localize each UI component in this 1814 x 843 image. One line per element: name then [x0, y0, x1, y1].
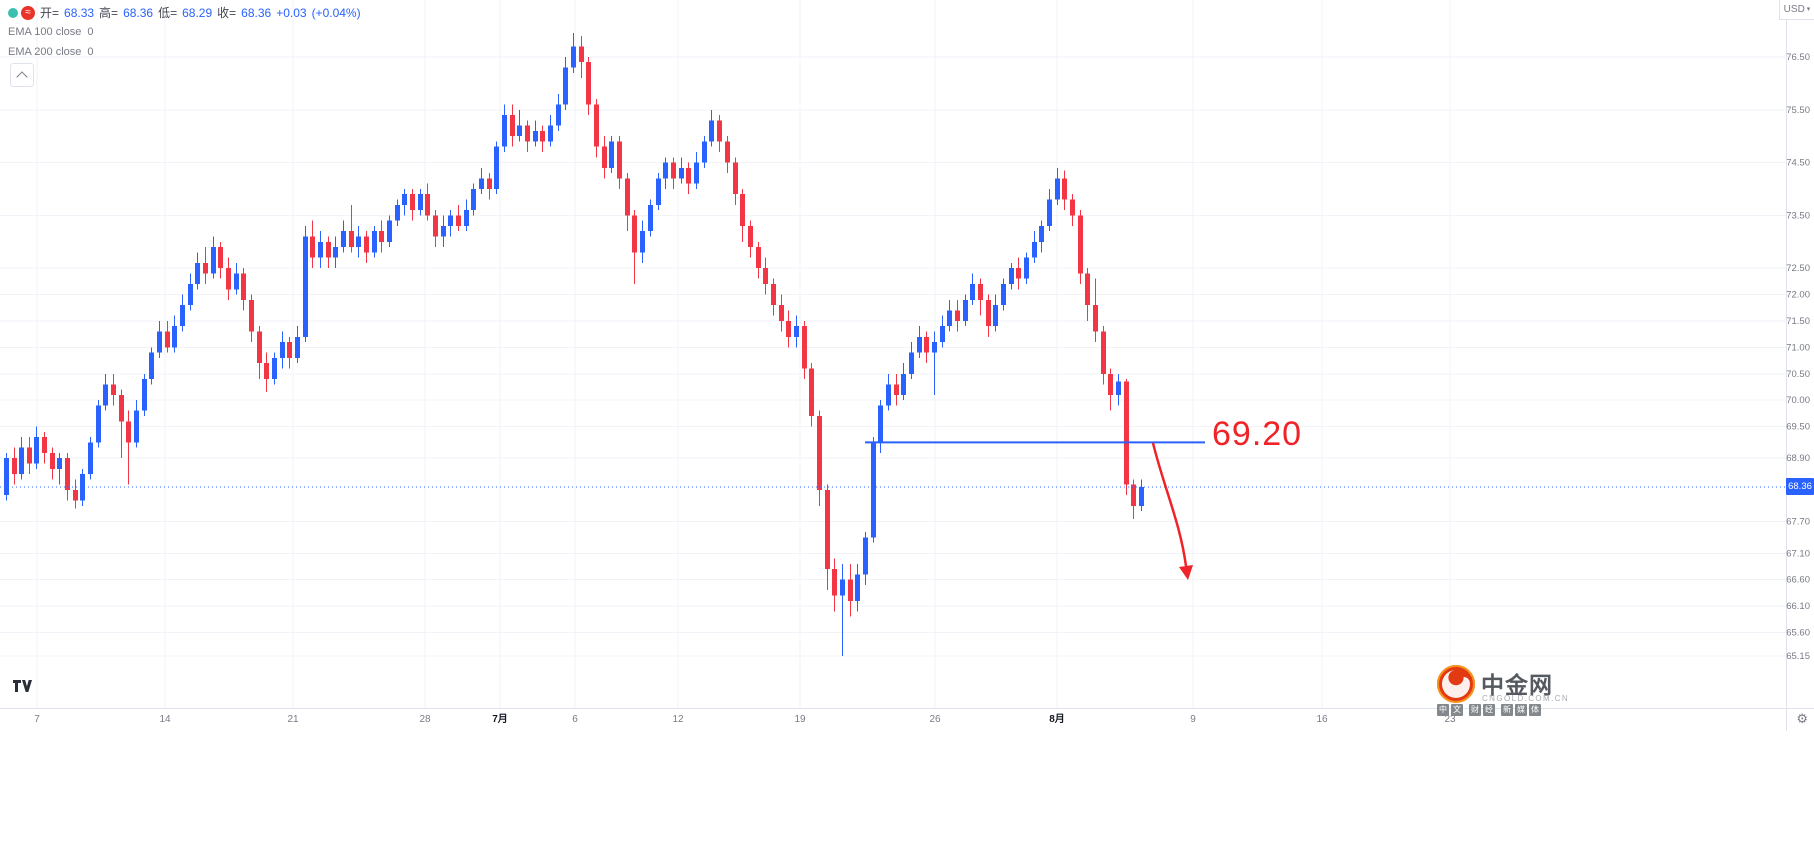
- indicator-name: EMA 200 close: [8, 46, 82, 58]
- low-value: 68.29: [182, 5, 213, 20]
- site-name: 中金网: [1481, 672, 1553, 698]
- svg-text:67.10: 67.10: [1786, 548, 1810, 559]
- low-label: 低=: [158, 6, 178, 20]
- ohlc-values: 开= 68.33 高= 68.36 低= 68.29 收= 68.36 +0.03 (+…: [40, 4, 361, 21]
- svg-text:12: 12: [672, 714, 684, 725]
- svg-text:66.60: 66.60: [1786, 575, 1810, 586]
- svg-text:71.50: 71.50: [1786, 316, 1810, 327]
- svg-text:65.15: 65.15: [1786, 651, 1810, 662]
- svg-text:21: 21: [287, 714, 299, 725]
- svg-text:72.00: 72.00: [1786, 290, 1810, 301]
- svg-text:70.00: 70.00: [1786, 395, 1810, 406]
- svg-text:72.50: 72.50: [1786, 263, 1810, 274]
- chart-grid: [0, 0, 1786, 708]
- settings-gear-icon[interactable]: ⚙: [1796, 711, 1808, 726]
- tagline-char: 经: [1483, 704, 1495, 716]
- tagline-char: 媒: [1515, 704, 1527, 716]
- collapse-legend-button[interactable]: [10, 63, 34, 87]
- currency-selector[interactable]: USD ▾: [1779, 0, 1814, 20]
- indicator-value: 0: [87, 26, 94, 38]
- close-label: 收=: [217, 6, 237, 20]
- site-url: CNGOLD.COM.CN: [1482, 694, 1570, 703]
- svg-text:71.00: 71.00: [1786, 342, 1810, 353]
- svg-text:69.50: 69.50: [1786, 422, 1810, 433]
- open-label: 开=: [40, 6, 60, 20]
- svg-text:7: 7: [34, 714, 40, 725]
- svg-text:14: 14: [159, 714, 171, 725]
- trend-arrow-head: [1179, 565, 1193, 580]
- svg-text:66.10: 66.10: [1786, 601, 1810, 612]
- trend-arrow[interactable]: [1151, 442, 1188, 567]
- tagline-char: 体: [1529, 704, 1541, 716]
- tagline-char: 文: [1451, 704, 1463, 716]
- tagline-char: 财: [1469, 704, 1481, 716]
- time-axis[interactable]: 7 14 21 28 7月 6 12 19 26 8月 9 16 23: [34, 713, 1456, 725]
- svg-text:74.50: 74.50: [1786, 158, 1810, 169]
- svg-text:76.50: 76.50: [1786, 52, 1810, 63]
- currency-label: USD: [1783, 4, 1805, 15]
- svg-text:73.50: 73.50: [1786, 210, 1810, 221]
- svg-text:26: 26: [929, 714, 941, 725]
- indicator-legend-ema200[interactable]: EMA 200 close 0: [8, 46, 94, 58]
- svg-text:28: 28: [419, 714, 431, 725]
- annotation-price-label[interactable]: 69.20: [1212, 415, 1303, 453]
- current-price-tag: 68.36: [1786, 478, 1814, 496]
- price-axis[interactable]: 76.50 75.50 74.50 73.50 72.50 72.00 71.50 71.00…: [1786, 52, 1810, 662]
- change-percent: (+0.04%): [311, 5, 361, 20]
- svg-text:23: 23: [1444, 714, 1456, 725]
- chevron-up-icon: [16, 71, 28, 83]
- tradingview-logo[interactable]: [12, 678, 32, 699]
- annotation-drawings[interactable]: [865, 441, 1205, 580]
- svg-text:7月: 7月: [492, 713, 508, 725]
- cngold-logo-icon: [1437, 665, 1475, 703]
- indicator-value: 0: [87, 46, 94, 58]
- close-value: 68.36: [241, 5, 272, 20]
- svg-text:16: 16: [1316, 714, 1328, 725]
- indicator-legend-ema100[interactable]: EMA 100 close 0: [8, 26, 94, 38]
- svg-text:9: 9: [1190, 714, 1196, 725]
- svg-text:65.60: 65.60: [1786, 627, 1810, 638]
- change-value: +0.03: [276, 5, 307, 20]
- indicator-name: EMA 100 close: [8, 26, 82, 38]
- svg-text:70.50: 70.50: [1786, 369, 1810, 380]
- svg-text:8月: 8月: [1049, 713, 1065, 725]
- symbol-legend[interactable]: ≈ 开= 68.33 高= 68.36 低= 68.29 收= 68.36 +0.03 …: [8, 4, 361, 21]
- chevron-down-icon: ▾: [1806, 6, 1811, 13]
- symbol-logo-icon: ≈: [21, 5, 35, 20]
- svg-text:67.70: 67.70: [1786, 517, 1810, 528]
- open-value: 68.33: [64, 5, 95, 20]
- svg-text:6: 6: [572, 714, 578, 725]
- high-value: 68.36: [123, 5, 154, 20]
- svg-text:68.90: 68.90: [1786, 453, 1810, 464]
- series-marker-icon: [8, 7, 18, 18]
- candlestick-series[interactable]: [4, 33, 1144, 657]
- site-tagline: 中 文 财 经 新 媒 体: [1437, 704, 1541, 716]
- svg-text:75.50: 75.50: [1786, 105, 1810, 116]
- tagline-char: 中: [1437, 704, 1449, 716]
- tagline-char: 新: [1501, 704, 1513, 716]
- high-label: 高=: [99, 6, 119, 20]
- svg-text:19: 19: [794, 714, 806, 725]
